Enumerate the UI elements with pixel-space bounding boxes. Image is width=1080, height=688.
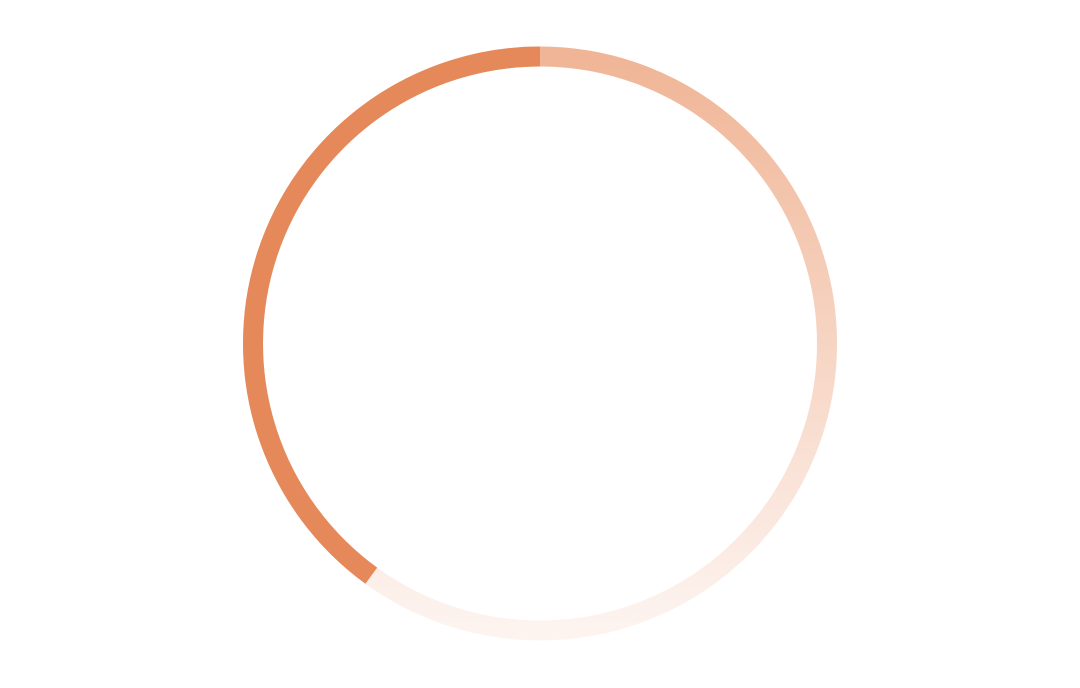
loader-progress-arc [243,46,541,584]
